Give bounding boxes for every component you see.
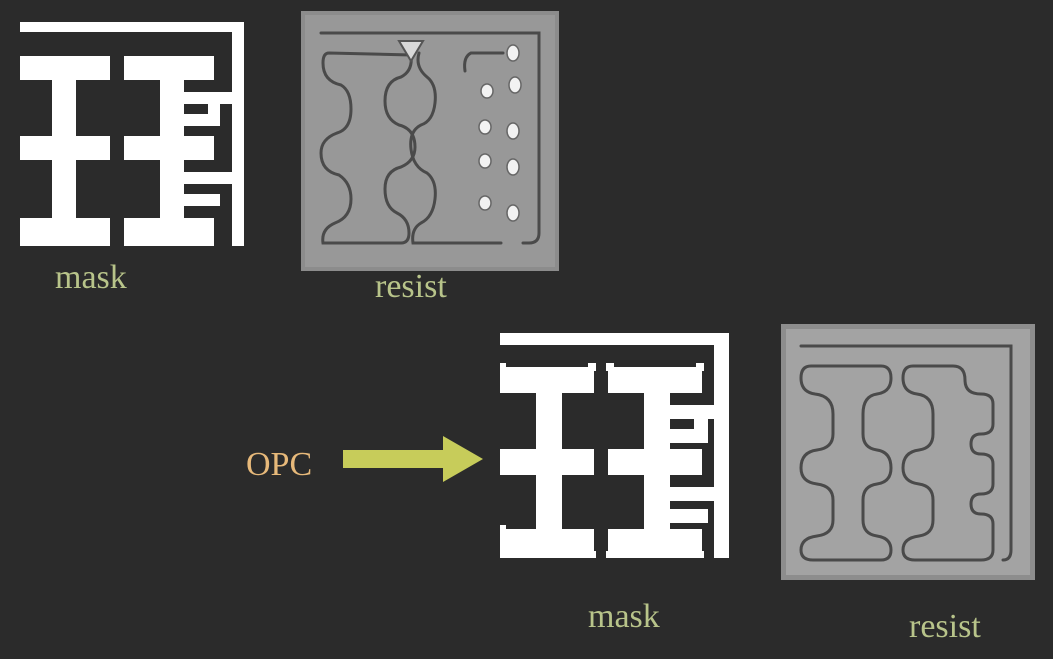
opc-resist-contours — [799, 344, 1013, 562]
mask-shapes — [20, 22, 244, 246]
mask-label-top: mask — [55, 259, 127, 296]
opc-mask-pattern — [500, 333, 729, 558]
opc-label: OPC — [246, 446, 313, 483]
resist-contours — [319, 31, 541, 245]
original-mask-pattern — [20, 22, 244, 246]
right-arrow-icon — [343, 436, 483, 482]
resist-label-top: resist — [375, 268, 447, 305]
original-resist-image — [301, 11, 559, 271]
resist-bridge-defect — [397, 40, 425, 63]
resist-holes — [478, 44, 522, 222]
mask-label-bottom: mask — [588, 598, 660, 635]
opc-mask-shapes — [500, 333, 729, 558]
resist-label-bottom: resist — [909, 608, 981, 645]
opc-resist-image — [781, 324, 1035, 580]
